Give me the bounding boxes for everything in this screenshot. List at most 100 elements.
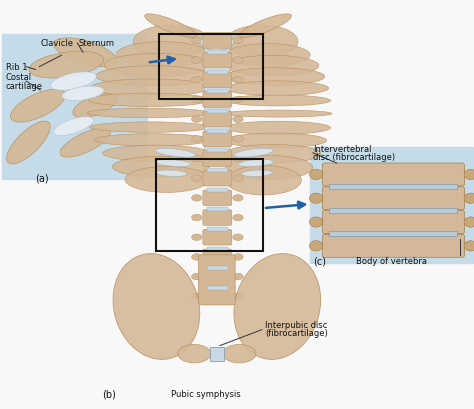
FancyBboxPatch shape: [322, 164, 465, 187]
Bar: [207, 247, 228, 251]
Ellipse shape: [464, 170, 474, 180]
Ellipse shape: [113, 254, 200, 360]
Ellipse shape: [234, 254, 320, 360]
Ellipse shape: [226, 156, 312, 180]
Ellipse shape: [191, 195, 202, 202]
FancyBboxPatch shape: [205, 47, 230, 157]
Ellipse shape: [116, 43, 210, 68]
Text: (a): (a): [36, 173, 49, 183]
FancyBboxPatch shape: [322, 187, 465, 210]
Text: Body of vertebra: Body of vertebra: [356, 256, 427, 265]
FancyBboxPatch shape: [203, 112, 232, 128]
Text: Costal: Costal: [6, 73, 32, 82]
Ellipse shape: [60, 128, 110, 158]
Ellipse shape: [225, 145, 321, 164]
Bar: [207, 110, 228, 114]
FancyBboxPatch shape: [203, 289, 232, 304]
Ellipse shape: [191, 175, 202, 182]
Ellipse shape: [233, 234, 243, 241]
Ellipse shape: [91, 80, 210, 97]
Ellipse shape: [50, 73, 97, 91]
Ellipse shape: [191, 254, 202, 261]
Ellipse shape: [464, 193, 474, 204]
FancyBboxPatch shape: [203, 171, 232, 187]
Ellipse shape: [191, 136, 202, 143]
Ellipse shape: [10, 90, 65, 123]
Ellipse shape: [191, 293, 202, 300]
Ellipse shape: [191, 234, 202, 241]
Ellipse shape: [233, 117, 243, 123]
Text: (c): (c): [313, 256, 326, 266]
Text: Sternum: Sternum: [78, 39, 114, 48]
Ellipse shape: [239, 15, 292, 38]
FancyBboxPatch shape: [203, 191, 232, 206]
Ellipse shape: [233, 293, 243, 300]
Ellipse shape: [191, 117, 202, 123]
Bar: [207, 129, 228, 133]
Ellipse shape: [145, 15, 197, 38]
FancyBboxPatch shape: [203, 132, 232, 147]
Ellipse shape: [225, 111, 332, 118]
Text: Intervertebral: Intervertebral: [313, 145, 371, 154]
Ellipse shape: [225, 122, 330, 135]
Bar: [159, 35, 263, 100]
Ellipse shape: [155, 149, 195, 158]
Ellipse shape: [29, 52, 104, 79]
Ellipse shape: [155, 160, 191, 167]
Ellipse shape: [233, 58, 243, 64]
Ellipse shape: [233, 156, 243, 162]
Ellipse shape: [73, 94, 117, 118]
Text: disc (fibrocartilage): disc (fibrocartilage): [313, 152, 395, 161]
Text: Rib 1: Rib 1: [6, 63, 27, 72]
Ellipse shape: [103, 146, 210, 162]
Ellipse shape: [96, 67, 210, 87]
Text: Interpubic disc: Interpubic disc: [265, 321, 328, 330]
Ellipse shape: [242, 171, 272, 177]
Bar: [2, 35, 147, 180]
Ellipse shape: [233, 195, 243, 202]
Ellipse shape: [234, 149, 273, 158]
Ellipse shape: [225, 96, 330, 107]
Bar: [310, 147, 473, 264]
Ellipse shape: [156, 171, 187, 177]
Bar: [207, 149, 228, 153]
Ellipse shape: [191, 156, 202, 162]
FancyBboxPatch shape: [203, 53, 232, 69]
Bar: [207, 70, 228, 74]
Ellipse shape: [54, 117, 93, 136]
Bar: [207, 208, 228, 212]
Ellipse shape: [62, 87, 104, 101]
Ellipse shape: [7, 122, 50, 164]
FancyBboxPatch shape: [203, 269, 232, 285]
Ellipse shape: [233, 274, 243, 280]
Bar: [207, 51, 228, 55]
Ellipse shape: [233, 175, 243, 182]
Ellipse shape: [223, 344, 256, 363]
FancyBboxPatch shape: [203, 249, 232, 265]
Bar: [207, 188, 228, 192]
Bar: [207, 267, 228, 271]
FancyBboxPatch shape: [203, 230, 232, 245]
Ellipse shape: [225, 82, 328, 96]
Ellipse shape: [191, 38, 202, 45]
FancyBboxPatch shape: [203, 73, 232, 88]
Ellipse shape: [191, 77, 202, 84]
Bar: [207, 90, 228, 94]
Ellipse shape: [225, 68, 325, 86]
Ellipse shape: [112, 157, 210, 178]
Ellipse shape: [464, 218, 474, 227]
Ellipse shape: [178, 344, 211, 363]
Ellipse shape: [233, 38, 243, 45]
Ellipse shape: [225, 134, 327, 148]
Ellipse shape: [191, 97, 202, 103]
Bar: [210, 347, 224, 361]
Text: cartilage: cartilage: [6, 81, 43, 90]
Ellipse shape: [191, 274, 202, 280]
Ellipse shape: [191, 58, 202, 64]
FancyBboxPatch shape: [199, 255, 235, 305]
Ellipse shape: [104, 54, 210, 77]
FancyBboxPatch shape: [322, 235, 465, 258]
Ellipse shape: [310, 193, 323, 204]
Text: Clavicle: Clavicle: [40, 39, 73, 48]
Bar: [329, 184, 457, 189]
